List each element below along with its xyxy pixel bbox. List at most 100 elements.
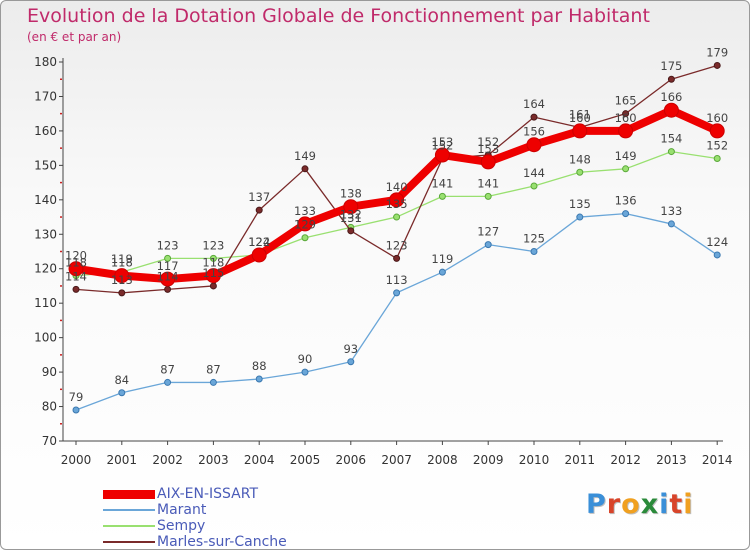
data-label: 152 (431, 138, 453, 152)
data-point (484, 241, 492, 249)
data-point (484, 192, 492, 200)
y-tick-label: 80 (42, 400, 57, 414)
data-point (301, 234, 309, 242)
data-label: 114 (65, 269, 87, 283)
data-point (72, 406, 80, 414)
data-point (572, 123, 588, 139)
data-point (255, 206, 263, 214)
data-point (530, 248, 538, 255)
logo-letter: o (621, 489, 641, 520)
data-point (438, 268, 446, 276)
data-point (667, 75, 675, 83)
data-point (297, 216, 313, 232)
data-point (663, 102, 679, 118)
data-label: 133 (294, 204, 316, 218)
x-tick-label: 2007 (381, 453, 412, 467)
legend-swatch (103, 489, 155, 499)
data-point (164, 378, 172, 386)
y-tick-label: 180 (34, 55, 57, 69)
data-point (667, 220, 675, 228)
data-label: 79 (69, 390, 84, 404)
data-label: 115 (202, 266, 224, 280)
data-label: 138 (340, 187, 362, 201)
x-tick-label: 2004 (244, 453, 275, 467)
data-label: 148 (569, 152, 591, 166)
data-label: 131 (340, 211, 362, 225)
data-label: 141 (477, 176, 499, 190)
logo-letter: t (669, 489, 684, 520)
data-point (393, 213, 401, 221)
data-label: 164 (523, 97, 545, 111)
data-point (393, 289, 401, 297)
legend-swatch (103, 541, 155, 543)
data-label: 141 (431, 176, 453, 190)
data-point (713, 61, 721, 69)
x-tick-label: 2003 (198, 453, 229, 467)
data-point (438, 192, 446, 200)
legend-swatch (103, 509, 155, 511)
data-point (209, 282, 217, 290)
data-point (251, 247, 267, 263)
x-tick-label: 2014 (702, 453, 733, 467)
data-label: 87 (206, 362, 221, 376)
data-label: 114 (157, 269, 179, 283)
data-point (576, 213, 584, 221)
x-tick-label: 2011 (565, 453, 596, 467)
x-tick-label: 2005 (290, 453, 321, 467)
data-label: 153 (431, 135, 453, 149)
data-label: 132 (340, 207, 362, 221)
data-point (68, 261, 84, 277)
legend-label: Sempy (157, 518, 206, 534)
data-point (205, 268, 221, 284)
logo-letter: P (586, 489, 607, 520)
chart-title: Evolution de la Dotation Globale de Fonc… (27, 5, 650, 27)
chart-subtitle: (en € et par an) (27, 30, 122, 44)
data-label: 118 (65, 256, 87, 270)
data-point (118, 289, 126, 297)
x-tick-label: 2013 (656, 453, 687, 467)
y-tick-label: 100 (34, 331, 57, 345)
data-point (434, 147, 450, 163)
data-label: 165 (615, 94, 637, 108)
y-tick-label: 140 (34, 193, 57, 207)
data-point (160, 271, 176, 287)
data-point (118, 389, 126, 397)
data-label: 149 (615, 149, 637, 163)
data-label: 156 (523, 125, 545, 139)
legend-label: Marles-sur-Canche (157, 534, 287, 550)
y-tick-label: 130 (34, 227, 57, 241)
x-tick-label: 2002 (152, 453, 183, 467)
data-label: 166 (660, 90, 682, 104)
data-label: 135 (386, 197, 408, 211)
y-tick-label: 70 (42, 434, 57, 448)
data-point (713, 251, 721, 259)
data-label: 118 (111, 256, 133, 270)
y-tick-label: 170 (34, 89, 57, 103)
data-label: 90 (298, 352, 313, 366)
data-label: 119 (431, 252, 453, 266)
legend-label: AIX-EN-ISSART (157, 486, 259, 502)
data-point (622, 165, 630, 173)
data-label: 175 (660, 59, 682, 73)
data-label: 84 (114, 373, 129, 387)
data-label: 129 (294, 218, 316, 232)
data-label: 127 (477, 225, 499, 239)
proxiti-logo: Proxiti (586, 489, 694, 520)
data-label: 124 (706, 235, 728, 249)
data-point (255, 375, 263, 383)
data-label: 152 (706, 138, 728, 152)
data-point (709, 123, 725, 139)
data-label: 87 (160, 362, 175, 376)
data-label: 154 (660, 132, 682, 146)
data-label: 119 (111, 252, 133, 266)
data-point (530, 182, 538, 190)
data-label: 152 (477, 135, 499, 149)
logo-letter: i (659, 489, 670, 520)
data-point (393, 254, 401, 262)
data-label: 93 (343, 342, 358, 356)
x-tick-label: 2009 (473, 453, 504, 467)
data-point (618, 123, 634, 139)
x-tick-label: 2012 (610, 453, 641, 467)
data-label: 133 (660, 204, 682, 218)
data-label: 124 (248, 235, 270, 249)
